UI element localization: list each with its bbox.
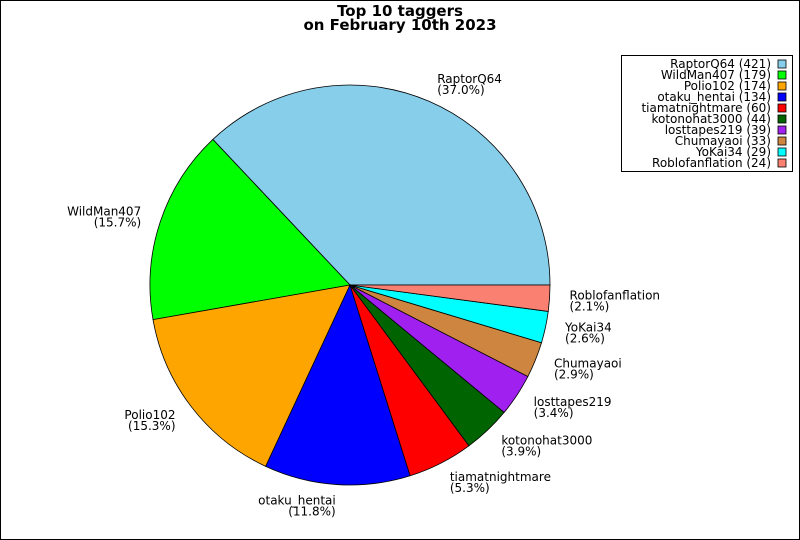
slice-percent: (2.9%)	[554, 367, 594, 381]
legend-label: RaptorQ64 (421)	[670, 57, 771, 71]
chart-subtitle: on February 10th 2023	[303, 16, 496, 34]
legend-swatch	[777, 147, 787, 157]
slice-percent: (11.8%)	[288, 505, 335, 519]
legend-swatch	[777, 103, 787, 113]
slice-label: RaptorQ64	[437, 72, 502, 86]
legend-swatch	[777, 81, 787, 91]
slice-label: tiamatnightmare	[450, 470, 551, 484]
slice-label: YoKai34	[564, 320, 612, 334]
legend-swatch	[777, 158, 787, 168]
legend-label: Polio102 (174)	[684, 79, 771, 93]
pie-slice	[349, 284, 551, 312]
legend-label: Roblofanflation (24)	[652, 156, 771, 170]
legend-label: losttapes219 (39)	[665, 123, 771, 137]
legend-label: WildMan407 (179)	[661, 68, 771, 82]
slice-label: kotonohat3000	[501, 434, 592, 448]
slice-percent: (3.9%)	[501, 445, 541, 459]
slice-percent: (15.3%)	[128, 419, 175, 433]
chart-title: Top 10 taggers	[337, 2, 463, 20]
legend-label: otaku_hentai (134)	[657, 90, 771, 104]
slice-label: Roblofanflation	[570, 289, 661, 303]
legend-label: tiamatnightmare (60)	[641, 101, 771, 115]
pie-slice	[212, 84, 551, 286]
legend-box	[621, 55, 793, 172]
slice-percent: (2.6%)	[565, 331, 605, 345]
legend-swatch	[777, 136, 787, 146]
slice-percent: (5.3%)	[450, 481, 490, 495]
legend-swatch	[777, 59, 787, 69]
legend-swatch	[777, 92, 787, 102]
legend-label: YoKai34 (29)	[695, 145, 771, 159]
legend-swatch	[777, 70, 787, 80]
slice-label: otaku_hentai	[258, 494, 336, 508]
legend-swatch	[777, 125, 787, 135]
slice-label: Chumayaoi	[554, 356, 622, 370]
pie-slice	[265, 283, 411, 486]
pie-slice	[152, 284, 351, 467]
pie-slice	[149, 138, 351, 321]
legend-swatch	[777, 114, 787, 124]
legend-label: Chumayaoi (33)	[675, 134, 771, 148]
slice-label: WildMan407	[67, 205, 141, 219]
slice-label: losttapes219	[534, 395, 612, 409]
slice-label: Polio102	[124, 408, 175, 422]
slice-percent: (37.0%)	[437, 83, 484, 97]
legend-label: kotonohat3000 (44)	[651, 112, 771, 126]
slice-percent: (3.4%)	[534, 406, 574, 420]
slice-percent: (15.7%)	[94, 216, 141, 230]
slice-percent: (2.1%)	[570, 300, 610, 314]
